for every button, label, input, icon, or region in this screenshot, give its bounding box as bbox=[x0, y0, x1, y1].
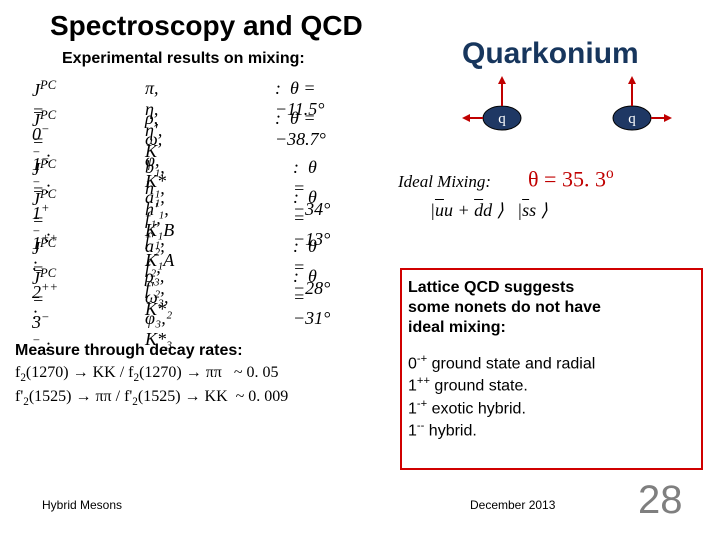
lattice-line: 1-- hybrid. bbox=[408, 419, 601, 441]
svg-text:q: q bbox=[628, 111, 636, 127]
ideal-mixing-label: Ideal Mixing: bbox=[398, 172, 491, 192]
lattice-line: 1-+ exotic hybrid. bbox=[408, 397, 601, 419]
svg-text:q: q bbox=[498, 111, 506, 127]
theta-value: : θ = −31° bbox=[293, 266, 330, 329]
measure-line: f'2(1525) → ππ / f'2(1525) → KK ~ 0. 009 bbox=[15, 386, 288, 410]
ideal-mixing-theta: θ = 35. 3o bbox=[528, 165, 614, 192]
page-number: 28 bbox=[638, 478, 683, 523]
title-quarkonium: Quarkonium bbox=[462, 37, 639, 71]
meson-list: ρ₃, ω₃, φ₃, K*₃ bbox=[145, 266, 172, 350]
measure-line: f2(1270) → KK / f2(1270) → ππ ~ 0. 05 bbox=[15, 362, 288, 386]
footer-date: December 2013 bbox=[470, 498, 555, 512]
lattice-block: Lattice QCD suggests some nonets do not … bbox=[408, 278, 601, 441]
lattice-line: 0-+ ground state and radial bbox=[408, 352, 601, 374]
measure-block: Measure through decay rates: f2(1270) → … bbox=[15, 340, 288, 410]
theta-value: : θ = −38.7° bbox=[275, 108, 326, 150]
page-title: Spectroscopy and QCD bbox=[50, 10, 363, 42]
footer-left: Hybrid Mesons bbox=[42, 498, 122, 512]
measure-heading: Measure through decay rates: bbox=[15, 340, 288, 362]
quark-diagram: q q bbox=[420, 74, 720, 164]
lattice-line: 1++ ground state. bbox=[408, 374, 601, 396]
lattice-heading: Lattice QCD suggests some nonets do not … bbox=[408, 278, 601, 338]
ket-expression: |uu + dd ⟩ |ss ⟩ bbox=[430, 200, 548, 221]
subtitle-mixing: Experimental results on mixing: bbox=[62, 50, 305, 68]
